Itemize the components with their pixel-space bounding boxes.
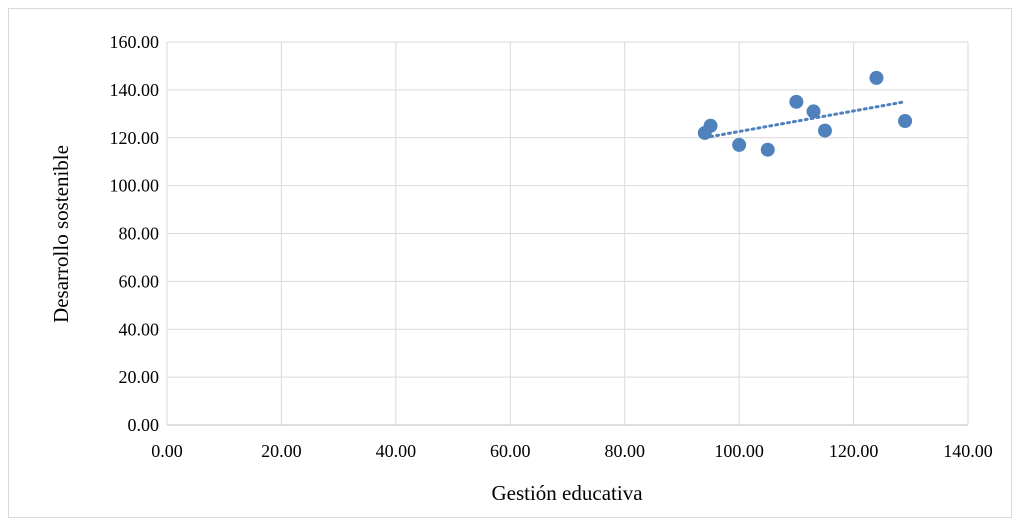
data-points bbox=[697, 70, 913, 157]
gridlines bbox=[166, 41, 969, 426]
data-point bbox=[732, 137, 747, 152]
y-tick-label: 80.00 bbox=[119, 224, 160, 244]
x-tick-label: 120.00 bbox=[829, 441, 879, 461]
data-point bbox=[760, 142, 775, 157]
y-tick-label: 140.00 bbox=[110, 80, 160, 100]
y-tick-label: 120.00 bbox=[110, 128, 160, 148]
x-axis-tick-labels: 0.00 20.00 40.00 60.00 80.00 100.00 120.00 140.… bbox=[151, 441, 993, 461]
x-tick-label: 40.00 bbox=[376, 441, 417, 461]
x-tick-label: 20.00 bbox=[261, 441, 302, 461]
x-tick-label: 0.00 bbox=[151, 441, 183, 461]
data-point bbox=[703, 118, 718, 133]
y-axis-title: Desarrollo sostenible bbox=[49, 145, 73, 323]
y-tick-label: 60.00 bbox=[119, 271, 160, 291]
x-tick-label: 140.00 bbox=[943, 441, 993, 461]
y-tick-label: 100.00 bbox=[110, 176, 160, 196]
x-axis-title: Gestión educativa bbox=[491, 481, 643, 505]
data-point bbox=[789, 94, 804, 109]
trendline-line bbox=[703, 100, 907, 140]
data-point bbox=[817, 123, 832, 138]
y-tick-label: 40.00 bbox=[119, 319, 160, 339]
y-tick-label: 160.00 bbox=[110, 32, 160, 52]
x-tick-label: 80.00 bbox=[604, 441, 645, 461]
trendline bbox=[703, 100, 907, 140]
data-point bbox=[898, 113, 913, 128]
x-tick-label: 60.00 bbox=[490, 441, 531, 461]
data-point bbox=[806, 104, 821, 119]
x-tick-label: 100.00 bbox=[714, 441, 764, 461]
y-axis-tick-labels: 0.00 20.00 40.00 60.00 80.00 100.00 120.00 140.… bbox=[110, 32, 160, 435]
y-tick-label: 0.00 bbox=[128, 415, 160, 435]
y-tick-label: 20.00 bbox=[119, 367, 160, 387]
data-point bbox=[869, 70, 884, 85]
